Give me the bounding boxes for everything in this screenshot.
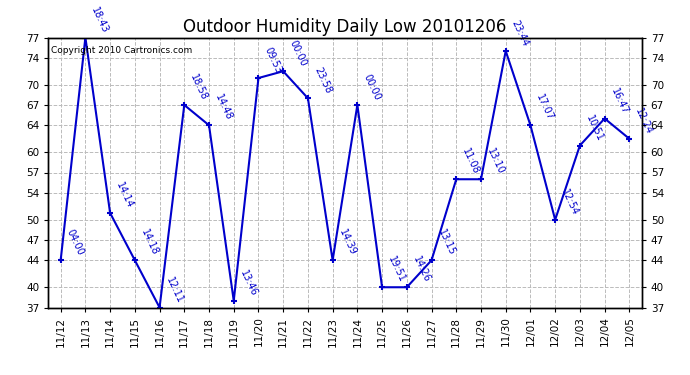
Text: 14:39: 14:39: [337, 228, 357, 258]
Text: 04:00: 04:00: [65, 228, 86, 258]
Text: 14:26: 14:26: [411, 255, 432, 285]
Text: 23:58: 23:58: [312, 66, 333, 96]
Text: 10:51: 10:51: [584, 113, 605, 143]
Text: 12:54: 12:54: [560, 188, 580, 217]
Text: Copyright 2010 Cartronics.com: Copyright 2010 Cartronics.com: [51, 46, 193, 55]
Text: 12:11: 12:11: [164, 275, 184, 305]
Text: 14:18: 14:18: [139, 228, 160, 258]
Text: 12:24: 12:24: [633, 106, 654, 136]
Text: 18:43: 18:43: [90, 5, 110, 35]
Text: 16:47: 16:47: [609, 86, 629, 116]
Text: 14:48: 14:48: [213, 93, 234, 123]
Text: 23:44: 23:44: [510, 19, 531, 48]
Text: 18:58: 18:58: [188, 73, 209, 102]
Text: 09:53: 09:53: [263, 46, 284, 75]
Text: 17:07: 17:07: [535, 93, 555, 123]
Title: Outdoor Humidity Daily Low 20101206: Outdoor Humidity Daily Low 20101206: [184, 18, 506, 36]
Text: 19:51: 19:51: [386, 255, 407, 285]
Text: 13:15: 13:15: [435, 228, 457, 258]
Text: 11:08: 11:08: [460, 147, 481, 177]
Text: 00:00: 00:00: [362, 73, 382, 102]
Text: 00:00: 00:00: [287, 39, 308, 69]
Text: 14:14: 14:14: [115, 181, 135, 210]
Text: 13:10: 13:10: [485, 147, 506, 177]
Text: 13:46: 13:46: [238, 268, 259, 298]
